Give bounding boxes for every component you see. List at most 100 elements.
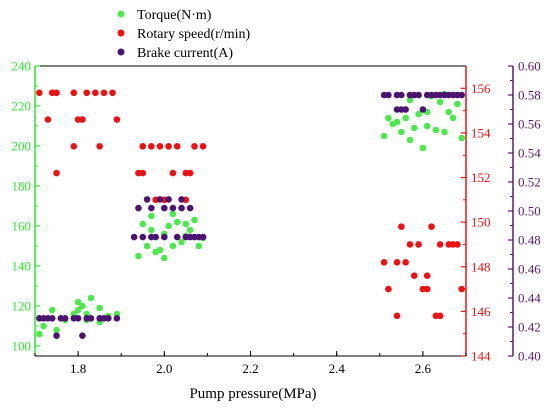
legend-marker xyxy=(117,10,125,18)
data-point xyxy=(100,89,108,97)
data-point xyxy=(398,223,405,230)
data-point xyxy=(419,106,427,113)
y-tick-label: 150 xyxy=(471,215,491,230)
data-point xyxy=(152,233,159,241)
data-point xyxy=(165,222,172,230)
data-point xyxy=(423,285,431,293)
y-tick-label: 0.42 xyxy=(518,320,541,335)
data-point xyxy=(135,204,142,212)
data-point xyxy=(199,233,207,241)
y-tick-label: 120 xyxy=(12,299,32,314)
data-point xyxy=(161,204,168,212)
data-point xyxy=(148,212,155,220)
data-point xyxy=(380,132,388,140)
data-point xyxy=(454,100,461,108)
data-point xyxy=(53,169,60,177)
x-tick-label: 2.4 xyxy=(329,361,346,376)
x-tick-label: 2.0 xyxy=(156,361,172,376)
data-point xyxy=(135,252,142,260)
y-tick-label: 0.40 xyxy=(518,349,541,364)
y-tick-label: 146 xyxy=(471,304,491,319)
data-point xyxy=(36,89,43,97)
data-point xyxy=(36,330,43,338)
data-point xyxy=(402,114,409,122)
data-point xyxy=(148,226,155,234)
data-point xyxy=(139,233,147,241)
data-point xyxy=(87,315,95,322)
data-point xyxy=(173,143,181,150)
data-point xyxy=(195,242,203,250)
y-tick-label: 0.56 xyxy=(518,117,541,132)
data-point xyxy=(139,143,147,150)
data-point xyxy=(96,304,103,312)
data-point xyxy=(398,91,405,99)
data-point xyxy=(165,143,172,150)
y-tick-label: 0.50 xyxy=(518,204,541,219)
y-tick-label: 0.46 xyxy=(518,262,541,277)
x-tick-label: 2.2 xyxy=(242,361,258,376)
series-2 xyxy=(36,91,465,340)
data-point xyxy=(74,298,82,306)
data-point xyxy=(169,242,177,250)
y-tick-label: 200 xyxy=(12,139,32,154)
y-tick-label: 220 xyxy=(12,99,32,114)
data-point xyxy=(48,315,56,322)
y-tick-label: 0.44 xyxy=(518,291,541,306)
data-point xyxy=(87,294,95,302)
y-tick-label: 0.58 xyxy=(518,88,541,103)
data-point xyxy=(186,226,194,234)
legend-marker xyxy=(117,29,125,37)
data-point xyxy=(148,143,155,150)
torque-axis: 100 120 140 160 180 200 220 240 xyxy=(12,59,40,356)
y-tick-label: 156 xyxy=(471,81,491,96)
data-point xyxy=(79,302,86,310)
data-point xyxy=(441,128,448,136)
y-tick-label: 100 xyxy=(12,339,32,354)
data-point xyxy=(74,315,82,322)
x-tick-label: 2.6 xyxy=(415,361,432,376)
data-point xyxy=(398,128,405,136)
data-point xyxy=(53,326,60,334)
data-point xyxy=(436,312,444,320)
data-point xyxy=(178,238,185,246)
legend-label: Torque(N·m) xyxy=(137,8,212,23)
data-point xyxy=(445,108,453,116)
data-point xyxy=(169,169,177,177)
data-point xyxy=(113,116,121,123)
data-point xyxy=(178,204,185,212)
data-point xyxy=(156,143,164,150)
data-point xyxy=(156,246,164,254)
data-point xyxy=(458,91,465,99)
y-tick-label: 180 xyxy=(12,179,32,194)
rotary-speed-axis: 144 146 148 150 152 154 156 xyxy=(461,66,491,364)
data-points xyxy=(36,89,465,340)
data-point xyxy=(406,241,414,248)
data-point xyxy=(161,254,168,262)
data-point xyxy=(419,144,427,152)
data-point xyxy=(109,89,116,97)
data-point xyxy=(178,196,185,203)
legend-label: Rotary speed(r/min) xyxy=(137,27,250,42)
y-tick-label: 140 xyxy=(12,259,32,274)
data-point xyxy=(143,242,151,250)
data-point xyxy=(415,91,422,99)
data-point xyxy=(385,285,392,293)
data-point xyxy=(148,204,155,212)
series-1 xyxy=(36,89,465,320)
data-point xyxy=(165,196,172,203)
y-tick-label: 144 xyxy=(471,349,491,364)
x-axis-label: Pump pressure(MPa) xyxy=(189,386,316,402)
data-point xyxy=(393,312,401,320)
data-point xyxy=(454,241,461,248)
data-point xyxy=(186,169,194,177)
data-point xyxy=(48,306,56,314)
data-point xyxy=(436,241,444,248)
y-tick-label: 0.48 xyxy=(518,233,541,248)
x-axis: 1.8 2.0 2.2 2.4 2.6 xyxy=(34,351,467,376)
data-point xyxy=(79,332,86,340)
data-point xyxy=(199,143,207,150)
y-tick-label: 148 xyxy=(471,259,491,274)
data-point xyxy=(406,96,414,104)
data-point xyxy=(415,110,422,118)
data-point xyxy=(104,315,112,322)
